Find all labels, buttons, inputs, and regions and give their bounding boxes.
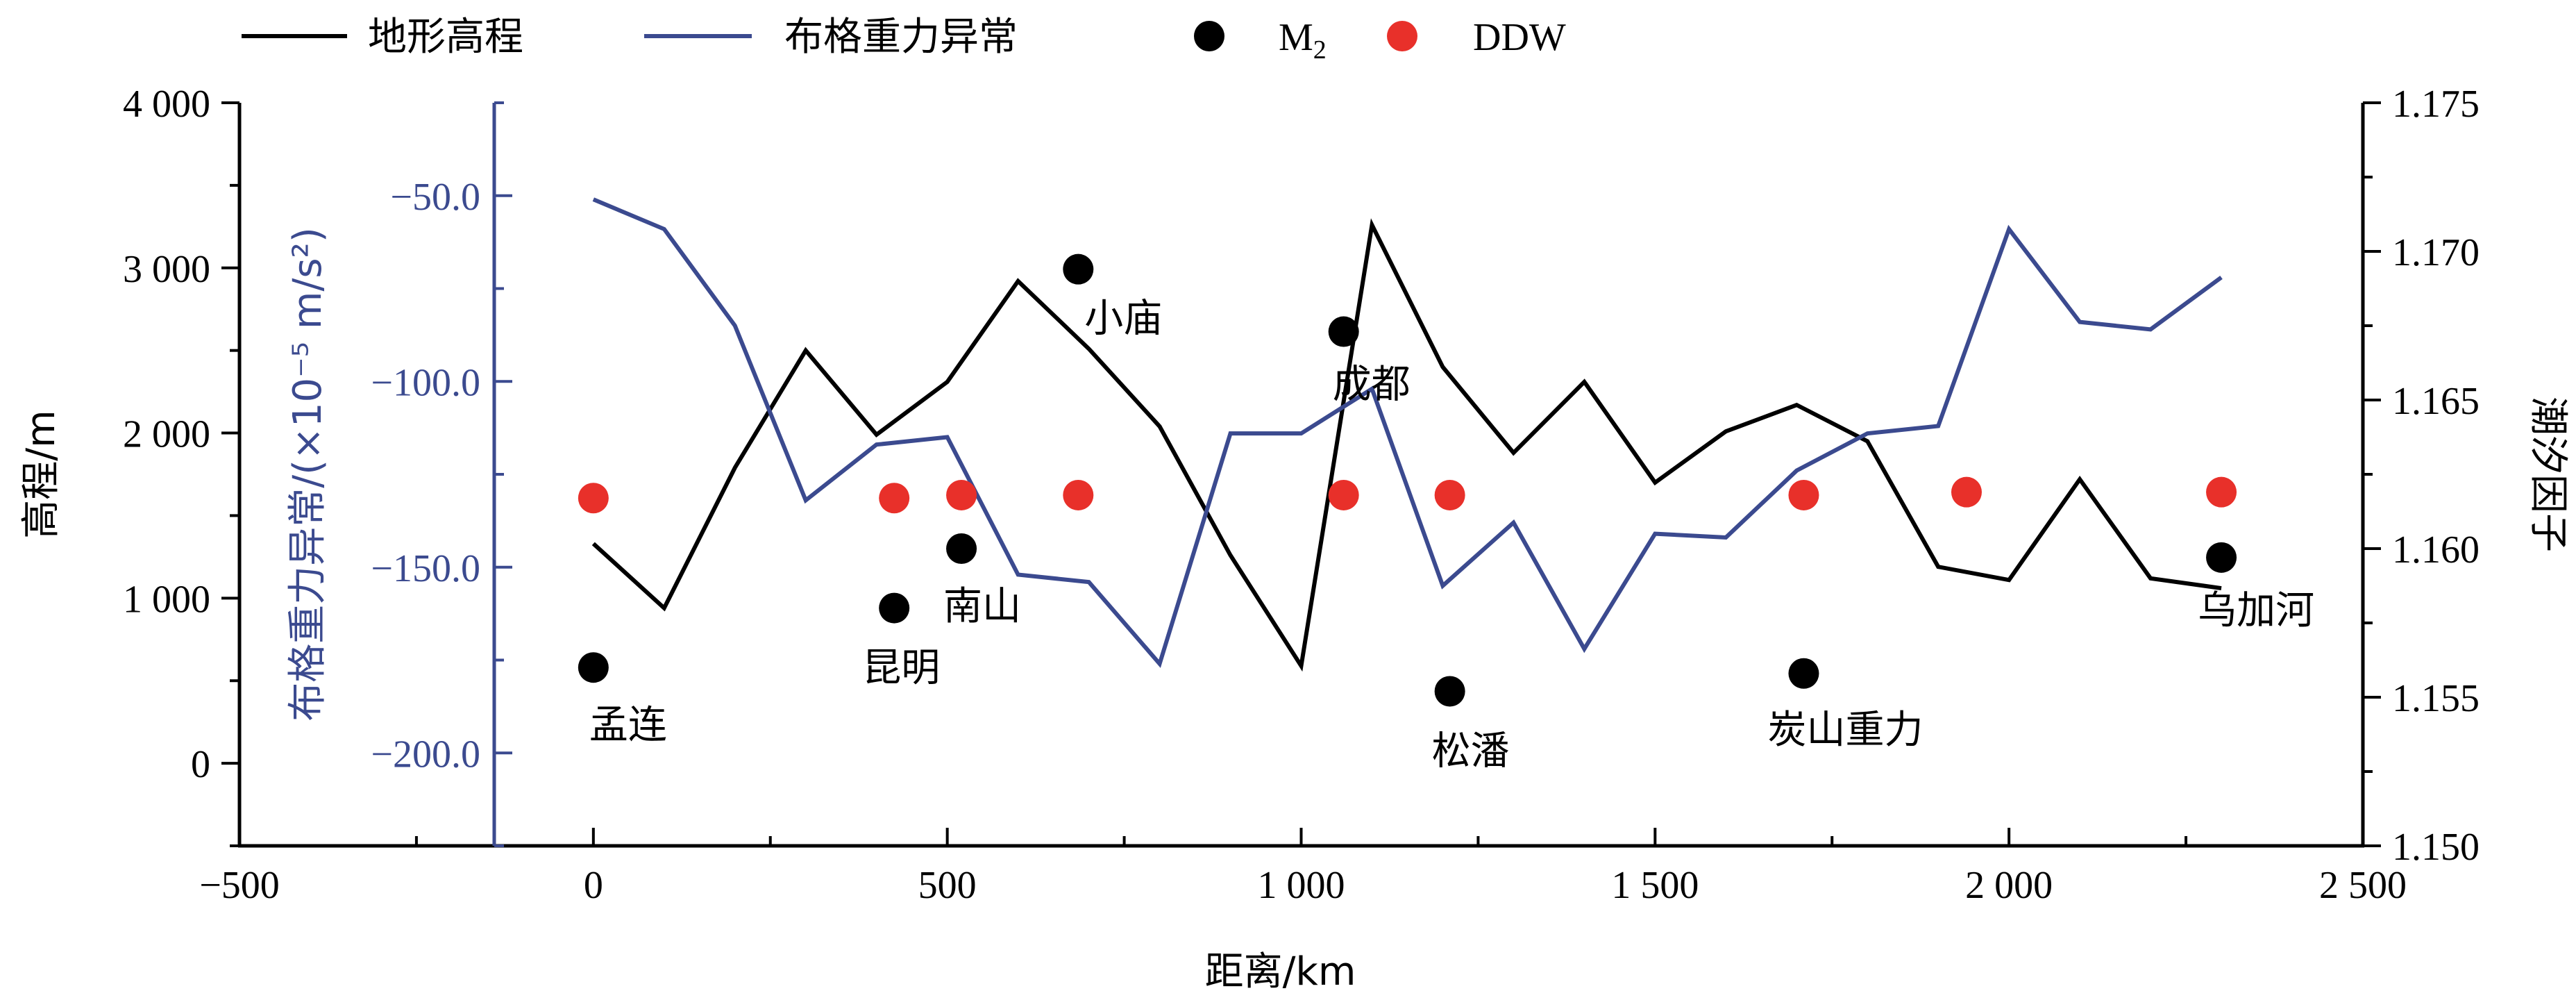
- left-axis-title: 高程/m: [19, 410, 64, 538]
- x-tick-label: 2 000: [1965, 864, 2053, 907]
- m2-point: [1788, 658, 1819, 689]
- gravity-line: [592, 197, 2223, 668]
- x-tick-label: 2 500: [2319, 864, 2407, 907]
- left-tick-label: 2 000: [123, 413, 210, 456]
- ddw-point: [2206, 476, 2237, 508]
- x-tick-label: 500: [918, 864, 977, 907]
- station-label: 南山: [943, 584, 1021, 629]
- legend-ddw-label: DDW: [1473, 16, 1566, 59]
- left-tick-label: 4 000: [123, 83, 210, 126]
- right-tick-label: 1.170: [2392, 231, 2480, 274]
- legend-m2-label: M2: [1279, 16, 1327, 65]
- ddw-point: [1951, 476, 1982, 508]
- m2-point: [1434, 676, 1465, 707]
- station-label: 松潘: [1432, 728, 1510, 774]
- m2-point: [1328, 316, 1359, 347]
- right-axis-title: 潮汐因子: [2525, 397, 2570, 552]
- right-tick-label: 1.150: [2392, 826, 2480, 869]
- station-label: 小庙: [1084, 297, 1162, 342]
- gravity-axis-title: 布格重力异常/(×10⁻⁵ m/s²): [285, 227, 330, 722]
- ddw-point: [1328, 479, 1359, 510]
- left-tick-label: 1 000: [123, 578, 210, 621]
- ddw-point: [946, 479, 977, 510]
- gravity-tick-label: −200.0: [371, 733, 480, 776]
- m2-point: [2206, 542, 2237, 573]
- right-tick-label: 1.155: [2392, 677, 2480, 720]
- m2-point: [879, 592, 910, 624]
- station-label: 成都: [1333, 362, 1411, 408]
- gravity-tick-label: −150.0: [371, 547, 480, 590]
- m2-point: [578, 652, 609, 683]
- legend-ddw-swatch: [1387, 21, 1417, 51]
- station-label: 乌加河: [2198, 588, 2314, 633]
- m2-point: [1063, 253, 1094, 285]
- legend-m2-sub: 2: [1313, 35, 1327, 65]
- ddw-point: [1788, 479, 1819, 510]
- station-label: 昆明: [862, 646, 940, 691]
- ddw-point: [879, 483, 910, 514]
- x-tick-label: 0: [584, 864, 603, 907]
- legend-m2-main: M: [1279, 16, 1313, 59]
- x-axis-title: 距离/km: [1205, 949, 1356, 994]
- left-tick-label: 3 000: [123, 248, 210, 291]
- m2-point: [946, 533, 977, 564]
- x-tick-label: 1 000: [1258, 864, 1345, 907]
- gravity-tick-label: −100.0: [371, 361, 480, 404]
- right-tick-label: 1.175: [2392, 83, 2480, 126]
- x-tick-label: −500: [199, 864, 280, 907]
- station-label: 炭山重力: [1767, 708, 1923, 753]
- legend-gravity-label: 布格重力异常: [784, 15, 1018, 60]
- legend-topo-label: 地形高程: [368, 15, 523, 60]
- topography-line: [591, 218, 2222, 672]
- right-tick-label: 1.165: [2392, 380, 2480, 423]
- gravity-tick-label: −50.0: [390, 176, 480, 219]
- ddw-point: [1063, 479, 1094, 510]
- x-tick-label: 1 500: [1611, 864, 1699, 907]
- legend-m2-swatch: [1194, 21, 1224, 51]
- ddw-point: [578, 483, 609, 514]
- right-tick-label: 1.160: [2392, 528, 2480, 572]
- left-tick-label: 0: [191, 743, 210, 786]
- station-label: 孟连: [589, 703, 667, 748]
- ddw-point: [1434, 479, 1465, 510]
